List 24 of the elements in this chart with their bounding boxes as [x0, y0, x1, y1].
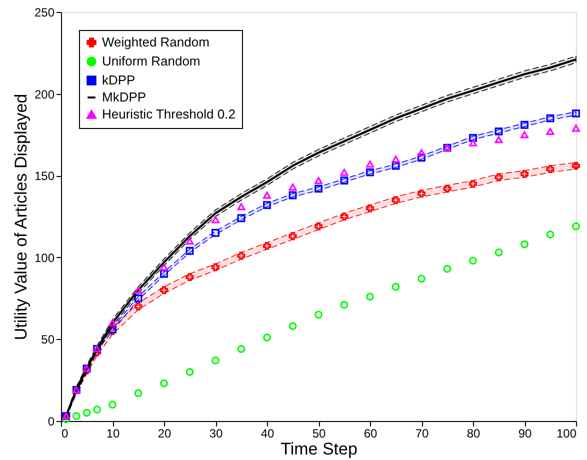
y-tick-label: 100 [34, 250, 55, 265]
y-tick-label: 150 [34, 169, 55, 184]
y-tick-label: 50 [41, 332, 55, 347]
y-tick-label: 200 [34, 87, 55, 102]
x-tick-label: 90 [518, 426, 532, 440]
x-tick-label: 60 [364, 426, 378, 440]
x-axis-title: Time Step [280, 440, 358, 458]
legend-label: Weighted Random [102, 34, 210, 50]
x-tick-label: 10 [106, 426, 120, 440]
legend-label: kDPP [102, 72, 136, 88]
x-tick-label: 100 [556, 426, 577, 440]
x-tick-label: 50 [312, 426, 326, 440]
x-tick-label: 30 [209, 426, 223, 440]
x-tick-label: 20 [158, 426, 172, 440]
y-axis-title: Utility Value of Articles Displayed [11, 94, 30, 340]
legend-label: MkDPP [102, 90, 146, 104]
y-tick-label: 250 [34, 6, 55, 20]
x-tick-label: 80 [466, 426, 480, 440]
x-tick-label: 40 [260, 426, 274, 440]
legend-label: Uniform Random [102, 54, 200, 68]
y-tick-label: 0 [48, 414, 55, 428]
x-tick-label: 70 [415, 426, 429, 440]
x-tick-label: 0 [62, 426, 68, 440]
legend-label: Heuristic Threshold 0.2 [102, 106, 236, 122]
